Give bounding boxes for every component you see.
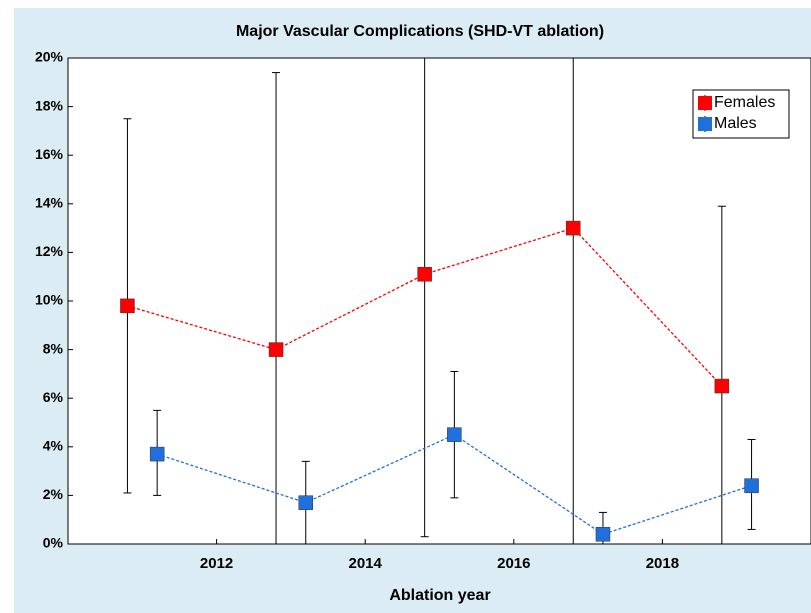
point xyxy=(417,267,432,282)
legend-marker xyxy=(698,96,712,110)
x-tick-label: 2014 xyxy=(349,555,383,572)
y-tick-label: 0% xyxy=(43,535,64,551)
point xyxy=(595,527,611,542)
point xyxy=(447,427,462,442)
legend-label: Males xyxy=(714,115,757,132)
legend-label: Females xyxy=(714,94,775,111)
y-tick-label: 16% xyxy=(35,146,64,162)
plot-area xyxy=(67,57,811,545)
x-axis-label: Ablation year xyxy=(389,587,490,604)
point xyxy=(149,446,165,462)
y-tick-label: 14% xyxy=(35,195,64,211)
x-tick-label: 2012 xyxy=(200,555,233,572)
point xyxy=(565,220,581,236)
y-tick-label: 18% xyxy=(35,97,64,113)
point xyxy=(744,478,759,493)
point xyxy=(714,378,730,394)
y-tick-label: 12% xyxy=(35,243,64,259)
x-tick-label: 2016 xyxy=(497,555,530,572)
plot xyxy=(120,58,759,544)
series-line xyxy=(156,433,752,535)
legend-marker xyxy=(698,117,712,131)
y-tick-label: 20% xyxy=(35,49,64,65)
y-tick-label: 2% xyxy=(43,486,64,502)
point xyxy=(120,298,135,314)
y-tick-label: 8% xyxy=(43,340,64,356)
y-tick-label: 4% xyxy=(43,438,64,454)
y-tick-label: 10% xyxy=(35,292,64,308)
x-tick-label: 2018 xyxy=(646,555,679,572)
point xyxy=(298,495,314,510)
y-tick-label: 6% xyxy=(43,389,64,405)
chart-title: Major Vascular Complications (SHD-VT abl… xyxy=(236,23,604,40)
point xyxy=(268,342,284,357)
